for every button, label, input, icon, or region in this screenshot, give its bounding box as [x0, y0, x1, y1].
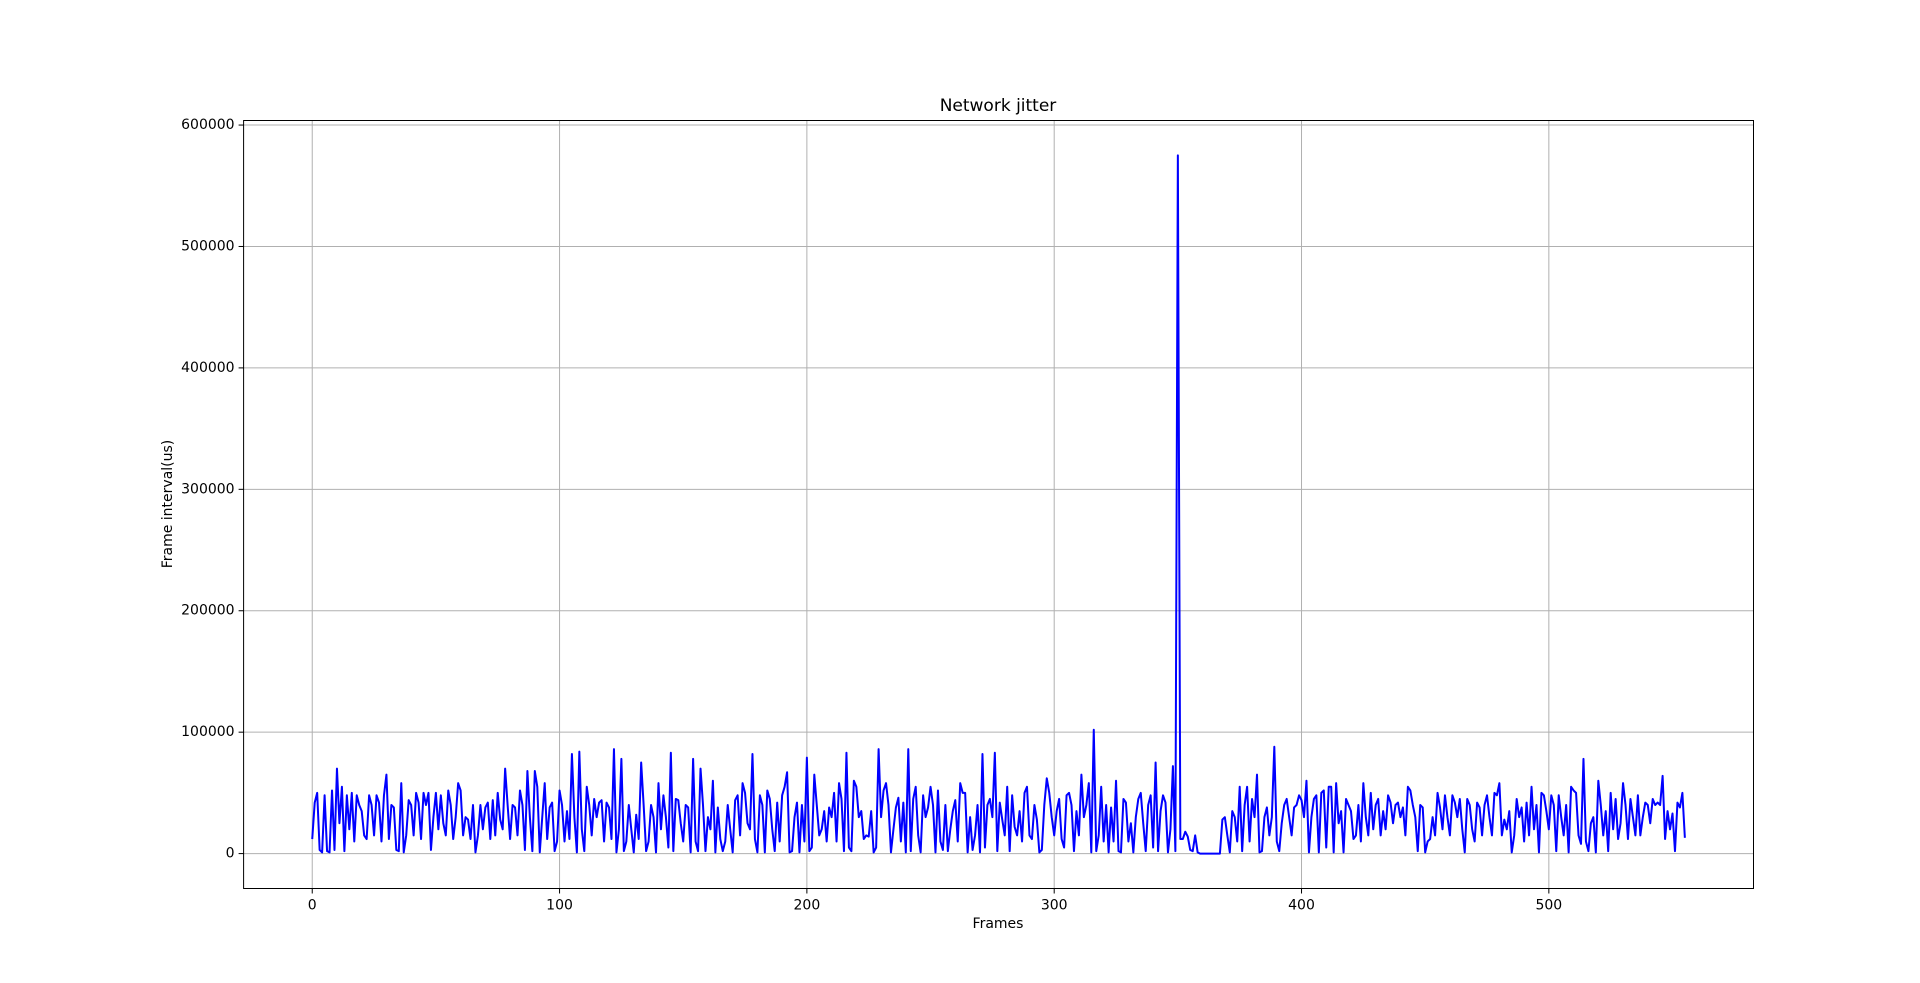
- y-tick-label: 0: [226, 846, 235, 862]
- chart-title: Network jitter: [940, 96, 1057, 116]
- plot-frame: [243, 120, 1755, 889]
- x-tick-label: 200: [794, 898, 821, 914]
- y-axis-label: Frame interval(us): [160, 440, 176, 569]
- x-tick-label: 300: [1041, 898, 1068, 914]
- y-tick-label: 200000: [181, 603, 234, 619]
- x-tick-label: 400: [1288, 898, 1315, 914]
- y-tick-label: 100000: [181, 724, 234, 740]
- x-axis-label: Frames: [973, 916, 1024, 932]
- y-tick-label: 500000: [181, 238, 234, 254]
- data-line: [311, 154, 1686, 855]
- x-tick-label: 0: [308, 898, 317, 914]
- y-tick-label: 600000: [181, 117, 234, 133]
- y-tick-label: 400000: [181, 360, 234, 376]
- y-tick-label: 300000: [181, 481, 234, 497]
- x-tick-label: 100: [546, 898, 573, 914]
- x-tick-label: 500: [1535, 898, 1562, 914]
